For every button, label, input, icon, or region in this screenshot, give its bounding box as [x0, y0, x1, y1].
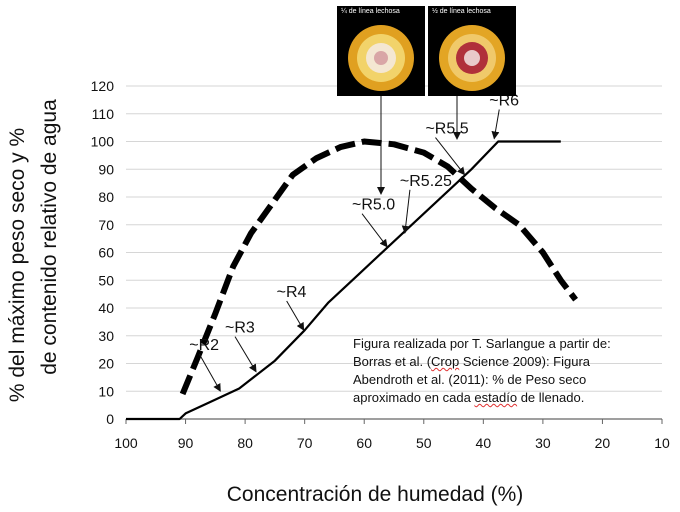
x-tick-label: 20: [595, 435, 611, 451]
x-tick-label: 30: [535, 435, 551, 451]
x-tick-label: 50: [416, 435, 432, 451]
note-line: Figura realizada por T. Sarlangue a part…: [353, 336, 611, 351]
axes: [125, 418, 663, 424]
x-tick-label: 40: [476, 435, 492, 451]
stage-label: ~R5.25: [400, 173, 452, 190]
y-tick-label: 100: [91, 134, 115, 150]
x-tick-label: 70: [297, 435, 313, 451]
stage-arrow: [491, 109, 500, 140]
series: [126, 138, 578, 421]
stage-label: ~R2: [189, 337, 219, 354]
photo-caption: ½ de línea lechosa: [432, 8, 491, 15]
stage-arrow: [286, 300, 305, 331]
y-tick-label: 110: [92, 106, 115, 122]
y-tick-label: 0: [106, 411, 114, 427]
x-tick-label: 80: [237, 435, 253, 451]
y-tick-label: 40: [98, 300, 114, 316]
y-axis-title-line2: de contenido relativo de agua: [38, 99, 61, 375]
note-line: Borras et al. (Crop Science 2009): Figur…: [353, 354, 591, 369]
photo-caption: ¼ de línea lechosa: [341, 8, 400, 15]
y-tick-label: 30: [98, 328, 114, 344]
stage-label: ~R3: [225, 320, 255, 337]
source-note: Figura realizada por T. Sarlangue a part…: [353, 335, 653, 407]
x-tick-label: 90: [178, 435, 194, 451]
y-tick-label: 80: [98, 189, 114, 205]
y-tick-label: 90: [98, 161, 114, 177]
note-line: aproximado en cada estadío de llenado.: [353, 390, 585, 405]
corn-cob-image: [348, 25, 414, 91]
stage-arrow: [435, 137, 466, 176]
kernel-photo-half-milkline: ½ de línea lechosa: [428, 6, 516, 96]
x-tick-label: 10: [654, 435, 670, 451]
dry-weight-line: [126, 140, 561, 421]
stage-arrow: [401, 189, 411, 234]
stage-arrow: [361, 213, 388, 248]
corn-cob-image: [439, 25, 505, 91]
y-axis-title-line1: % del máximo peso seco y %: [6, 128, 29, 402]
x-tick-label: 60: [356, 435, 372, 451]
y-tick-label: 60: [98, 245, 114, 261]
stage-arrow: [198, 353, 221, 392]
y-tick-label: 120: [91, 78, 115, 94]
kernel-photo-quarter-milkline: ¼ de línea lechosa: [337, 6, 425, 96]
stage-label: ~R5.5: [425, 121, 468, 138]
stage-label: ~R5.0: [352, 197, 395, 214]
y-tick-label: 20: [98, 356, 114, 372]
x-axis-title: Concentración de humedad (%): [227, 483, 524, 506]
y-tick-label: 50: [98, 272, 114, 288]
stage-label: ~R6: [489, 93, 519, 110]
y-tick-label: 10: [98, 383, 114, 399]
y-tick-label: 70: [98, 217, 114, 233]
note-line: Abendroth et al. (2011): % de Peso seco: [353, 372, 587, 387]
stage-label: ~R4: [277, 284, 307, 301]
x-tick-label: 100: [114, 435, 138, 451]
water-content-line: [179, 138, 578, 396]
stage-arrow: [234, 336, 257, 373]
tick-labels: 0 10 20 30 40 50 60 70 80 90 100 110 120 100 90 80 70 60 5…: [91, 78, 670, 451]
annotations: ~R2 ~R3 ~R4 ~R5.0 ~R5.25 ~R5.5 ~R6: [189, 93, 519, 392]
